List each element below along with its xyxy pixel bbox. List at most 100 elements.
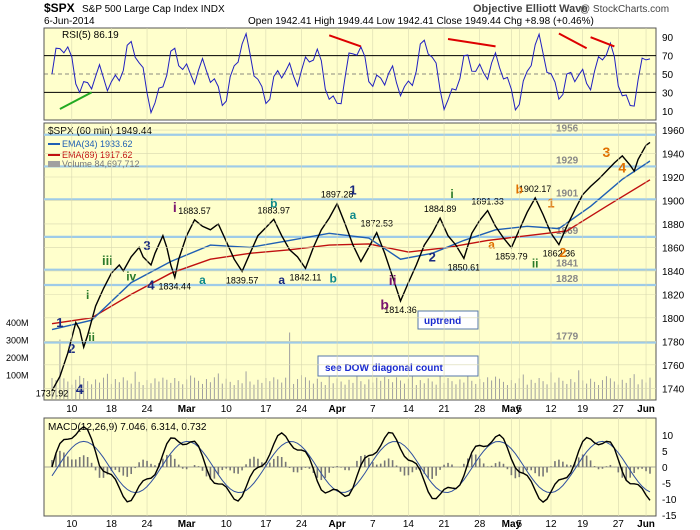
x-tick-label-bottom: 10 [66,519,78,530]
dow-note-box [317,355,479,377]
macd-tick-label: 5 [662,447,668,458]
x-tick-label: 14 [403,404,415,415]
price-point-label: 1862.36 [543,249,576,259]
level-label: 1901 [556,188,579,199]
ema89-line [51,179,651,325]
price-point-label: 1884.89 [424,204,457,214]
wave-label: b [270,197,277,211]
x-tick-label-bottom: 18 [106,519,118,530]
rsi-tick-label: 10 [662,107,674,118]
copyright-label: @ StockCharts.com [580,4,669,15]
rsi-legend: RSI(5) 86.19 [62,30,119,41]
chart-date: 6-Jun-2014 [44,16,95,27]
x-tick-label-bottom: 17 [260,519,272,530]
volume-legend-swatch [48,161,60,167]
macd-legend: MACD(12,26,9) 7.046, 6.314, 0.732 [48,422,207,433]
rsi-line [51,31,651,115]
price-point-label: 1842.11 [290,272,322,282]
price-point-label: 1814.36 [384,305,417,315]
ohlc-summary: Open 1942.41 High 1949.44 Low 1942.41 Cl… [248,16,594,27]
x-tick-label-bottom: 21 [439,519,451,530]
wave-label: 4 [76,381,84,397]
x-tick-label-bottom: 14 [403,519,415,530]
x-tick-label: 28 [474,404,486,415]
dow-note-label: see DOW diagonal count [325,363,443,374]
x-tick-label-bottom: 24 [296,519,308,530]
x-tick-label-bottom: 19 [577,519,589,530]
wave-label: a [199,273,206,287]
rsi-tick-label: 90 [662,33,674,44]
x-tick-label: 21 [439,404,451,415]
x-tick-label: Mar [178,404,196,415]
volume-legend: Volume 84,697,712 [62,159,140,169]
uptrend-label: uptrend [424,316,461,327]
rsi-tick-label: 30 [662,88,674,99]
price-point-label: 1834.44 [158,281,191,291]
volume-tick-label: 400M [6,318,29,328]
rsi-drawing: 90 70 50 30 10 [44,31,674,118]
wave-label: i [86,288,89,302]
price-legend: $SPX (60 min) 1949.44 [48,126,152,137]
wave-label: ii [88,330,95,344]
x-tick-label-bottom: 12 [545,519,557,530]
price-point-label: 1737.92 [36,389,69,399]
y-axis: 1740 1760 1780 1800 1820 1840 1860 1880 1900 1920… [44,126,685,395]
level-label: 1828 [556,274,579,285]
rsi-trendline [59,91,93,110]
macd-tick-label: -5 [662,479,671,490]
x-tick-label: 5 [517,404,523,415]
x-tick-label: Apr [329,404,346,415]
price-point-label: 1883.57 [178,206,211,216]
rsi-trendline [558,32,588,50]
y-tick-label: 1880 [662,220,685,231]
rsi-tick-label: 50 [662,70,674,81]
x-tick-label-bottom: Mar [178,519,196,530]
y-tick-label: 1940 [662,150,685,161]
price-point-label: 1839.57 [226,275,259,285]
wave-label: 2 [429,250,436,265]
x-tick-label-bottom: 27 [613,519,625,530]
rsi-trendline [447,38,496,48]
x-tick-label: Jun [637,404,655,415]
wave-label: a [278,273,285,287]
x-tick-label: 24 [296,404,308,415]
macd-tick-label: -15 [662,511,677,522]
wave-label: 3 [603,144,611,160]
level-label: 1956 [556,124,579,135]
x-tick-label-bottom: 10 [221,519,233,530]
x-tick-label: 12 [545,404,557,415]
y-tick-label: 1920 [662,173,685,184]
y-tick-label: 1860 [662,243,685,254]
price-point-label: 1891.33 [471,197,504,207]
x-tick-label-bottom: Jun [637,519,655,530]
moving-averages [51,160,651,331]
x-tick-label: 27 [613,404,625,415]
macd-drawing: 10 5 0 -5 -10 -15 [44,425,677,522]
wave-label: a [488,238,495,252]
x-tick-label-bottom: 5 [517,519,523,530]
x-tick-label-bottom: 7 [370,519,376,530]
price-point-label: 1850.61 [448,262,481,272]
wave-label: i [173,199,177,215]
x-tick-label: 7 [370,404,376,415]
wave-label: 1 [56,315,63,330]
wave-label: i [450,187,453,201]
y-tick-label: 1960 [662,126,685,137]
level-label: 1779 [556,331,579,342]
rsi-tick-label: 70 [662,52,674,63]
price-point-label: 1902.17 [519,184,552,194]
macd-tick-label: -10 [662,495,677,506]
price-panel-frame [43,122,657,401]
price-point-label: 1883.97 [258,205,291,215]
macd-line [51,425,651,504]
x-tick-label-bottom: Apr [329,519,346,530]
symbol-label: $SPX [44,1,75,15]
rsi-trendline [590,36,615,48]
wave-label: 2 [559,245,566,260]
wave-label: 4 [147,278,155,293]
wave-label: a [350,208,357,222]
x-tick-label: 17 [260,404,272,415]
macd-tick-label: 0 [662,463,668,474]
index-name: S&P 500 Large Cap Index INDX [82,4,225,15]
wave-label: iii [102,253,113,268]
